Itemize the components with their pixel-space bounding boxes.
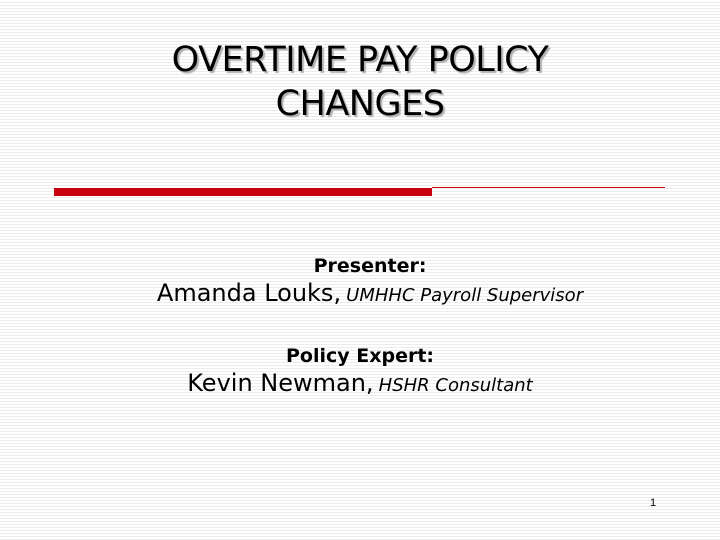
presenter-block: Presenter: Amanda Louks, UMHHC Payroll S… xyxy=(0,255,720,307)
accent-line xyxy=(432,187,665,188)
presenter-name: Amanda Louks, xyxy=(156,279,342,307)
presenter-role: UMHHC Payroll Supervisor xyxy=(346,285,584,306)
expert-name: Kevin Newman, xyxy=(187,369,374,397)
slide-title: OVERTIME PAY POLICY CHANGES xyxy=(60,38,660,126)
expert-label: Policy Expert: xyxy=(285,345,435,367)
presenter-label: Presenter: xyxy=(313,255,427,277)
page-number: 1 xyxy=(650,497,657,509)
title-line-1: OVERTIME PAY POLICY xyxy=(171,40,549,80)
accent-bar xyxy=(54,188,432,196)
expert-role: HSHR Consultant xyxy=(378,375,533,396)
expert-block: Policy Expert: Kevin Newman, HSHR Consul… xyxy=(0,345,720,397)
title-line-2: CHANGES xyxy=(275,84,445,124)
